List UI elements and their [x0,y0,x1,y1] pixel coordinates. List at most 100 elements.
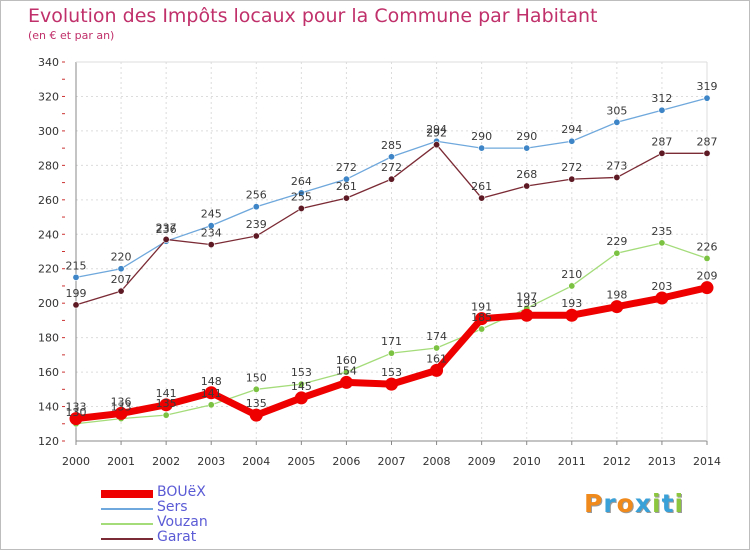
data-label: 285 [381,139,402,152]
data-label: 261 [336,180,357,193]
data-label: 256 [246,189,267,202]
series-point [703,254,711,262]
data-label: 136 [111,395,132,408]
data-label: 133 [111,401,132,414]
legend-label: Garat [157,529,197,545]
data-label: 133 [66,401,87,414]
y-tick-label: 180 [38,332,59,345]
series-point [294,391,308,405]
x-tick-label: 2012 [603,455,631,468]
series-point [162,235,170,243]
series-point [658,239,666,247]
series-point [204,386,218,400]
data-label: 130 [66,406,87,419]
y-tick-label: 320 [38,90,59,103]
series-point [342,368,350,376]
series-point [610,300,624,314]
legend-swatch [101,523,153,525]
data-label: 148 [201,375,222,388]
legend-label: BOUëX [157,484,206,500]
series-point [339,375,353,389]
series-point [252,232,260,240]
x-tick-label: 2008 [423,455,451,468]
y-tick-label: 200 [38,297,59,310]
series-point [703,149,711,157]
y-tick-label: 300 [38,125,59,138]
data-label: 150 [246,371,267,384]
series-point [520,308,534,322]
data-label: 203 [651,280,672,293]
series-point [297,189,305,197]
series-point [159,398,173,412]
data-label: 290 [471,130,492,143]
x-tick-label: 2003 [197,455,225,468]
data-label: 199 [66,287,87,300]
chart-subtitle: (en € et par an) [28,29,115,42]
x-tick-label: 2000 [62,455,90,468]
x-tick-label: 2009 [468,455,496,468]
series-point [385,377,398,391]
series-point [478,144,486,152]
series-point [117,287,125,295]
series-point [114,406,128,420]
data-label: 236 [156,223,177,236]
legend-swatch [101,538,153,540]
data-label: 294 [426,123,447,136]
data-label: 287 [651,135,672,148]
y-tick-label: 280 [38,159,59,172]
series-point [387,349,395,357]
data-label: 268 [516,168,537,181]
x-tick-label: 2005 [287,455,315,468]
legend-swatch [101,490,153,498]
data-label: 193 [561,297,582,310]
legend-label: Vouzan [157,514,208,530]
data-label: 290 [516,130,537,143]
series-point [613,118,621,126]
data-label: 264 [291,175,312,188]
data-label: 226 [697,240,718,253]
series-point [117,265,125,273]
data-label: 245 [201,208,222,221]
data-label: 141 [156,387,177,400]
data-label: 272 [336,161,357,174]
series-point [430,363,444,377]
series-point [342,175,350,183]
series-point [700,281,714,295]
series-point [252,203,260,211]
data-label: 193 [516,297,537,310]
series-point [342,194,350,202]
series-point [523,144,531,152]
series-point [387,153,395,161]
data-label: 207 [111,273,132,286]
data-label: 215 [66,259,87,272]
data-label: 294 [561,123,582,136]
series-point [297,204,305,212]
series-point [568,282,576,290]
proxiti-logo: Proxiti [584,489,684,518]
data-label: 191 [471,301,492,314]
data-label: 292 [426,127,447,140]
data-label: 305 [606,104,627,117]
data-label: 319 [697,80,718,93]
data-label: 145 [291,380,312,393]
logo-letter: x [634,489,652,518]
data-label: 174 [426,330,447,343]
data-label: 261 [471,180,492,193]
series-garat [72,141,711,309]
data-label: 210 [561,268,582,281]
series-point [478,325,486,333]
series-point [565,308,579,322]
series-point [523,182,531,190]
y-tick-label: 220 [38,263,59,276]
x-tick-label: 2001 [107,455,135,468]
series-point [613,249,621,257]
x-tick-label: 2014 [693,455,721,468]
data-label: 229 [606,235,627,248]
data-label: 239 [246,218,267,231]
series-point [655,291,669,305]
data-label: 171 [381,335,402,348]
data-label: 185 [471,311,492,324]
